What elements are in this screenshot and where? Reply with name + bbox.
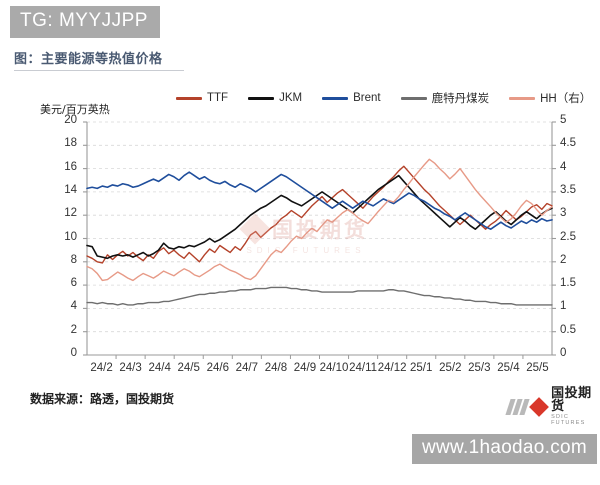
y-axis-left-tick: 16	[64, 160, 77, 173]
y-axis-left-tick: 2	[70, 323, 77, 336]
y-axis-right-tick: 0	[560, 347, 567, 359]
y-axis-right-tick: 3	[560, 207, 567, 220]
top-watermark-banner: TG: MYYJJPP	[10, 6, 160, 38]
y-axis-left-tick: 0	[70, 347, 77, 359]
legend-item-rotterdam-coal: 鹿特丹煤炭	[400, 90, 490, 106]
y-axis-right-tick: 3.5	[560, 183, 576, 196]
x-axis-tick: 24/2	[90, 362, 113, 374]
legend-swatch-hh	[509, 96, 536, 100]
legend-item-ttf: TTF	[176, 92, 228, 104]
x-axis-tick: 24/6	[206, 362, 229, 374]
y-axis-right-tick: 0.5	[560, 323, 576, 336]
y-axis-right-tick: 2	[560, 253, 567, 266]
legend-item-jkm: JKM	[248, 92, 302, 104]
y-axis-left-tick: 18	[64, 137, 77, 150]
x-axis-tick: 24/5	[177, 362, 200, 374]
legend-label-hh: HH（右）	[540, 93, 592, 105]
y-axis-right-tick: 1	[560, 300, 567, 313]
legend-swatch-jkm	[248, 96, 275, 100]
brand-name-cn: 国投期货	[551, 386, 592, 414]
chart-legend: TTF JKM Brent 鹿特丹煤炭 HH（右）	[176, 90, 591, 106]
x-axis-tick: 25/3	[468, 362, 491, 374]
figure-title: 图：主要能源等热值价格	[14, 52, 163, 67]
y-axis-right-tick: 4.5	[560, 137, 576, 150]
legend-label-ttf: TTF	[207, 92, 229, 104]
y-axis-left-tick: 6	[70, 277, 77, 290]
y-axis-right-tick: 4	[560, 160, 567, 173]
y-axis-left-tick: 14	[64, 183, 77, 196]
brand-logo: 国投期货 SDIC FUTURES	[505, 386, 600, 426]
legend-item-hh: HH（右）	[509, 90, 591, 106]
x-axis-tick: 24/3	[119, 362, 142, 374]
x-axis-tick: 25/4	[497, 362, 520, 374]
y-axis-left-title: 美元/百万英热	[40, 103, 110, 116]
x-axis-tick: 24/7	[235, 362, 259, 374]
x-axis-tick: 24/8	[264, 362, 288, 374]
x-axis-tick: 24/4	[148, 362, 171, 374]
y-axis-right-tick: 5	[560, 114, 567, 126]
x-axis-tick: 24/11	[349, 362, 378, 374]
legend-swatch-brent	[322, 96, 349, 100]
x-axis-tick: 24/10	[319, 362, 349, 374]
x-axis-tick: 25/1	[410, 362, 433, 374]
y-axis-left-tick: 10	[64, 230, 77, 243]
legend-item-brent: Brent	[322, 92, 381, 104]
y-axis-right-tick: 2.5	[560, 230, 576, 243]
y-axis-left-tick: 20	[64, 114, 77, 126]
y-axis-left-tick: 4	[70, 300, 77, 313]
title-underline	[14, 70, 184, 71]
legend-label-brent: Brent	[353, 92, 381, 104]
y-axis-left-tick: 8	[70, 253, 77, 266]
legend-swatch-ttf	[176, 96, 202, 100]
brand-name-en: SDIC FUTURES	[551, 414, 586, 426]
source-note: 数据来源：路透，国投期货	[30, 392, 175, 406]
x-axis-tick: 24/12	[377, 362, 407, 374]
site-watermark-badge: www.1haodao.com	[412, 434, 598, 464]
y-axis-right-tick: 1.5	[560, 277, 576, 290]
x-axis-tick: 25/5	[526, 362, 549, 374]
x-axis-tick: 24/9	[293, 362, 317, 374]
y-axis-left-tick: 12	[64, 207, 77, 220]
x-axis-tick: 25/2	[439, 362, 462, 374]
legend-label-rotterdam-coal: 鹿特丹煤炭	[431, 93, 490, 105]
legend-swatch-rotterdam-coal	[400, 96, 427, 100]
legend-label-jkm: JKM	[279, 92, 303, 104]
brand-mark-icon	[505, 396, 549, 417]
